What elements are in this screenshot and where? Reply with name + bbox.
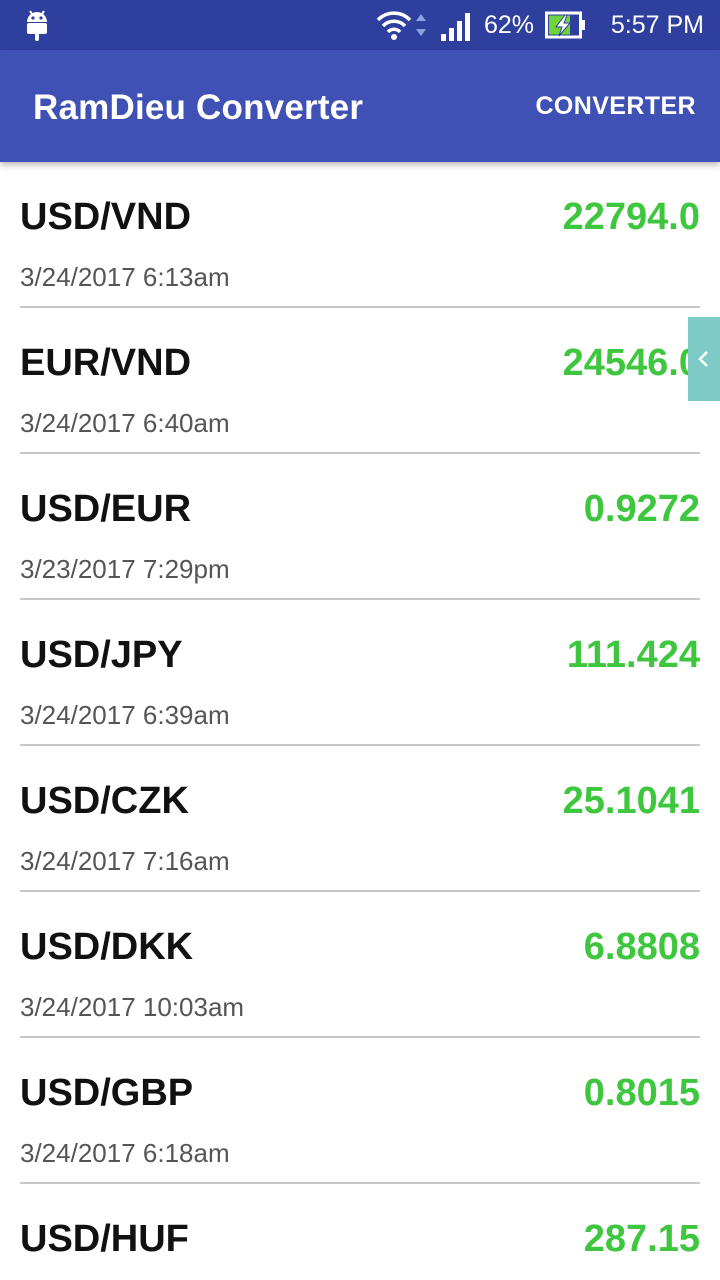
rate-row[interactable]: USD/VND 22794.0 3/24/2017 6:13am: [20, 162, 700, 308]
rate-value: 111.424: [566, 634, 700, 676]
rate-timestamp: 3/24/2017 10:03am: [20, 992, 245, 1022]
app-bar: RamDieu Converter CONVERTER: [0, 50, 720, 162]
battery-percentage: 62%: [484, 11, 535, 39]
rate-value: 287.15: [583, 1218, 700, 1260]
rate-value: 22794.0: [562, 196, 700, 238]
rate-row[interactable]: USD/DKK 6.8808 3/24/2017 10:03am: [20, 892, 700, 1038]
currency-pair: USD/GBP: [20, 1072, 194, 1114]
signal-icon: [441, 13, 470, 41]
rate-row[interactable]: USD/JPY 111.424 3/24/2017 6:39am: [20, 600, 700, 746]
app-title: RamDieu Converter: [33, 88, 364, 127]
status-bar: 62% 5:57 PM: [0, 0, 720, 50]
rate-value: 0.8015: [583, 1072, 700, 1114]
rate-row[interactable]: USD/GBP 0.8015 3/24/2017 6:18am: [20, 1038, 700, 1184]
rate-row[interactable]: USD/EUR 0.9272 3/23/2017 7:29pm: [20, 454, 700, 600]
data-arrows-icon: [416, 14, 426, 36]
side-drawer-handle[interactable]: [688, 317, 720, 401]
rate-timestamp: 3/24/2017 6:13am: [20, 262, 230, 292]
battery-charging-icon: [545, 11, 585, 39]
currency-pair: USD/HUF: [20, 1218, 189, 1260]
rate-row[interactable]: USD/CZK 25.1041 3/24/2017 7:16am: [20, 746, 700, 892]
status-clock: 5:57 PM: [610, 11, 704, 39]
currency-pair: USD/JPY: [20, 634, 183, 676]
rate-value: 25.1041: [562, 780, 700, 822]
converter-button[interactable]: CONVERTER: [535, 92, 696, 120]
rate-value: 6.8808: [583, 926, 700, 968]
currency-pair: USD/DKK: [20, 926, 194, 968]
android-icon: [27, 10, 47, 41]
rate-list: USD/VND 22794.0 3/24/2017 6:13am EUR/VND…: [0, 162, 720, 1280]
rate-timestamp: 3/24/2017 6:40am: [20, 408, 230, 438]
wifi-icon: [376, 11, 412, 40]
rate-timestamp: 3/24/2017 6:18am: [20, 1138, 230, 1168]
rate-row[interactable]: USD/HUF 287.15: [20, 1184, 700, 1280]
rate-timestamp: 3/23/2017 7:29pm: [20, 554, 230, 584]
rate-timestamp: 3/24/2017 7:16am: [20, 846, 230, 876]
rate-timestamp: 3/24/2017 6:39am: [20, 700, 230, 730]
chevron-left-icon: [698, 351, 708, 367]
rate-value: 0.9272: [583, 488, 700, 530]
rate-value: 24546.0: [562, 342, 700, 384]
currency-pair: USD/EUR: [20, 488, 192, 530]
currency-pair: EUR/VND: [20, 342, 192, 384]
currency-pair: USD/CZK: [20, 780, 189, 822]
currency-pair: USD/VND: [20, 196, 192, 238]
rate-row[interactable]: EUR/VND 24546.0 3/24/2017 6:40am: [20, 308, 700, 454]
